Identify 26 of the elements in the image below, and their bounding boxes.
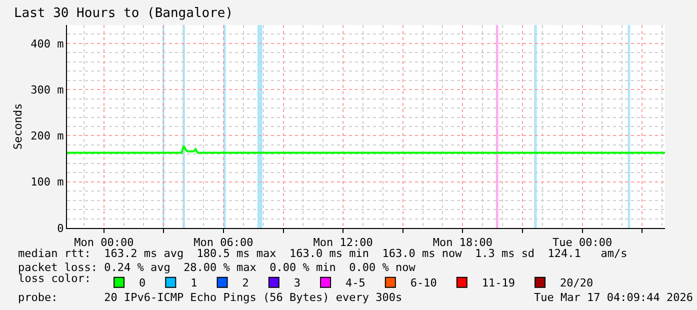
legend-label: 3: [294, 276, 301, 290]
legend-title: loss color:: [18, 272, 92, 286]
text: Tue Mar 17 04:09:44 2026: [534, 291, 693, 304]
legend-label: 20/20: [560, 276, 594, 290]
legend-label: 4-5: [346, 276, 366, 290]
y-tick-label: 0: [57, 222, 64, 235]
legend-label: 1: [190, 276, 198, 290]
y-tick-label: 200 m: [30, 130, 64, 143]
y-tick-label: 400 m: [30, 37, 64, 50]
chart-title: Last 30 Hours to (Bangalore): [14, 6, 234, 21]
y-tick-label: 100 m: [30, 176, 64, 189]
legend-label: 11-19: [482, 276, 516, 290]
line-series: [67, 144, 665, 154]
legend-label: 6-10: [410, 276, 437, 290]
text: median rtt: 163.2 ms avg 180.5 ms max 163.0 ms min 163.0 ms now 1.3 ms sd 124.1 am/s: [18, 247, 628, 260]
x-tick-label: Mon 00:00: [74, 236, 134, 250]
text: packet loss: 0.24 % avg 28.00 % max 0.00 % min 0.00 % now: [18, 261, 416, 274]
y-tick-label: 300 m: [30, 83, 64, 96]
text: probe: 20 IPv6-ICMP Echo Pings (56 Bytes) every 300s: [18, 291, 402, 304]
legend-label: 0: [139, 276, 146, 290]
x-tick-label: Mon 12:00: [313, 236, 373, 250]
x-tick-label: Mon 06:00: [194, 236, 254, 250]
legend-label: 2: [242, 276, 249, 290]
y-axis-title: Seconds: [11, 103, 24, 150]
x-tick-label: Tue 00:00: [552, 236, 612, 250]
x-tick-label: Mon 18:00: [432, 236, 492, 250]
